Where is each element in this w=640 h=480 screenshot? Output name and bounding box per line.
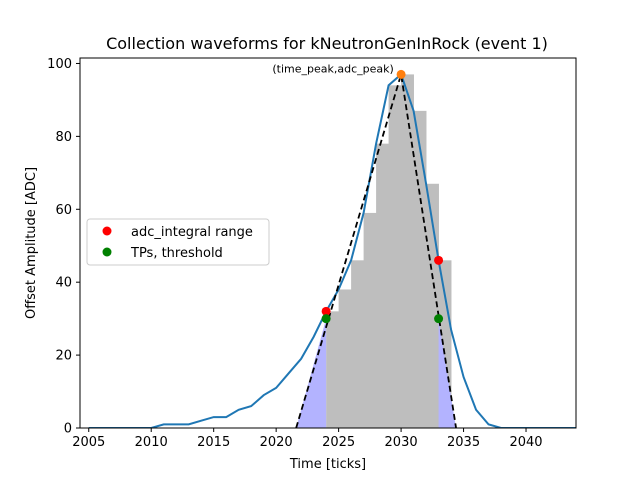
threshold-fill-left bbox=[296, 318, 327, 428]
y-tick-label: 0 bbox=[64, 422, 72, 437]
chart-title: Collection waveforms for kNeutronGenInRo… bbox=[106, 34, 548, 53]
x-tick-label: 2025 bbox=[322, 435, 355, 450]
histogram-bar bbox=[401, 74, 414, 428]
plot-frame bbox=[79, 57, 577, 429]
y-axis-label: Offset Amplitude [ADC] bbox=[24, 167, 39, 319]
x-tick-label: 2010 bbox=[135, 435, 168, 450]
histogram-bar bbox=[388, 85, 402, 428]
y-axis: 0 20 40 60 80 100 bbox=[47, 57, 80, 437]
x-axis-label: Time [ticks] bbox=[289, 457, 366, 472]
adc-integral-point bbox=[434, 255, 444, 265]
tp-threshold-point bbox=[434, 314, 444, 324]
legend-label-tps-threshold: TPs, threshold bbox=[130, 246, 223, 261]
y-tick-label: 60 bbox=[55, 203, 72, 218]
histogram-bar bbox=[351, 260, 365, 428]
legend-label-adc-integral-range: adc_integral range bbox=[131, 225, 253, 240]
x-tick-label: 2035 bbox=[447, 435, 480, 450]
y-tick-label: 20 bbox=[55, 349, 72, 364]
legend-box bbox=[86, 218, 270, 266]
y-tick-label: 100 bbox=[47, 57, 72, 72]
legend: adc_integral range TPs, threshold bbox=[86, 218, 270, 266]
x-tick-label: 2020 bbox=[260, 435, 293, 450]
peak-marker bbox=[396, 69, 406, 79]
tp-threshold-point bbox=[321, 314, 331, 324]
histogram-bar bbox=[363, 212, 377, 428]
x-tick-label: 2030 bbox=[385, 435, 418, 450]
adc-integral-point bbox=[321, 306, 331, 316]
histogram-bar bbox=[413, 110, 427, 428]
legend-marker-adc-integral-range bbox=[102, 226, 112, 236]
y-tick-label: 80 bbox=[55, 130, 72, 145]
x-tick-label: 2015 bbox=[197, 435, 230, 450]
waveform-line bbox=[88, 72, 576, 428]
peak-annotation: (time_peak,adc_peak) bbox=[272, 62, 393, 75]
plot-area bbox=[88, 69, 576, 428]
histogram-bar bbox=[376, 143, 389, 428]
legend-marker-tps-threshold bbox=[102, 247, 112, 257]
histogram-bar bbox=[338, 289, 352, 428]
x-tick-label: 2005 bbox=[72, 435, 105, 450]
plot-content bbox=[88, 72, 576, 428]
x-axis: 2005 2010 2015 2020 2025 2030 2035 2040 bbox=[72, 428, 543, 450]
y-tick-label: 40 bbox=[55, 276, 72, 291]
x-tick-label: 2040 bbox=[509, 435, 542, 450]
histogram-bar bbox=[326, 311, 340, 428]
